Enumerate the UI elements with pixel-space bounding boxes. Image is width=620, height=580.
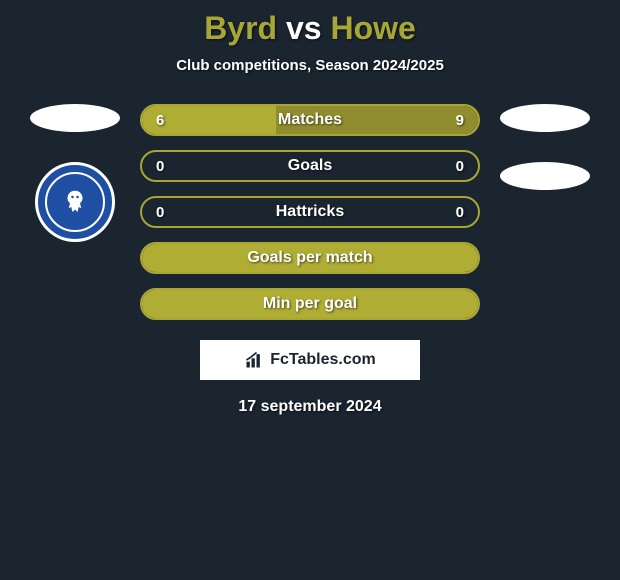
subtitle: Club competitions, Season 2024/2025 [0, 57, 620, 74]
stat-label: Matches [278, 111, 342, 129]
lion-icon [60, 187, 90, 217]
stats-column: 6 Matches 9 0 Goals 0 0 Hattricks 0 Goals per mat… [140, 104, 480, 320]
stat-bar-goals-per-match: Goals per match [140, 242, 480, 274]
stat-label: Hattricks [276, 203, 344, 221]
main-row: 6 Matches 9 0 Goals 0 0 Hattricks 0 Goals per mat… [0, 104, 620, 320]
stat-value-right: 9 [456, 112, 464, 129]
stat-value-left: 0 [156, 158, 164, 175]
stat-value-left: 0 [156, 204, 164, 221]
player2-name: Howe [330, 10, 415, 46]
stat-value-left: 6 [156, 112, 164, 129]
club-badge-inner [45, 172, 105, 232]
vs-text: vs [286, 10, 322, 46]
stat-bar-goals: 0 Goals 0 [140, 150, 480, 182]
right-column [495, 104, 595, 190]
player1-avatar [30, 104, 120, 132]
player1-name: Byrd [204, 10, 277, 46]
stat-bar-min-per-goal: Min per goal [140, 288, 480, 320]
stat-bar-matches: 6 Matches 9 [140, 104, 480, 136]
date-text: 17 september 2024 [0, 398, 620, 416]
stat-value-right: 0 [456, 158, 464, 175]
stat-value-right: 0 [456, 204, 464, 221]
player1-club-badge [35, 162, 115, 242]
stat-label: Min per goal [263, 295, 357, 313]
comparison-card: Byrd vs Howe Club competitions, Season 2… [0, 0, 620, 416]
page-title: Byrd vs Howe [0, 10, 620, 47]
player2-club-badge [500, 162, 590, 190]
stat-label: Goals [288, 157, 332, 175]
chart-icon [244, 350, 264, 370]
logo-text: FcTables.com [270, 351, 376, 369]
stat-label: Goals per match [247, 249, 372, 267]
left-column [25, 104, 125, 242]
player2-avatar [500, 104, 590, 132]
stat-bar-hattricks: 0 Hattricks 0 [140, 196, 480, 228]
site-logo[interactable]: FcTables.com [200, 340, 420, 380]
